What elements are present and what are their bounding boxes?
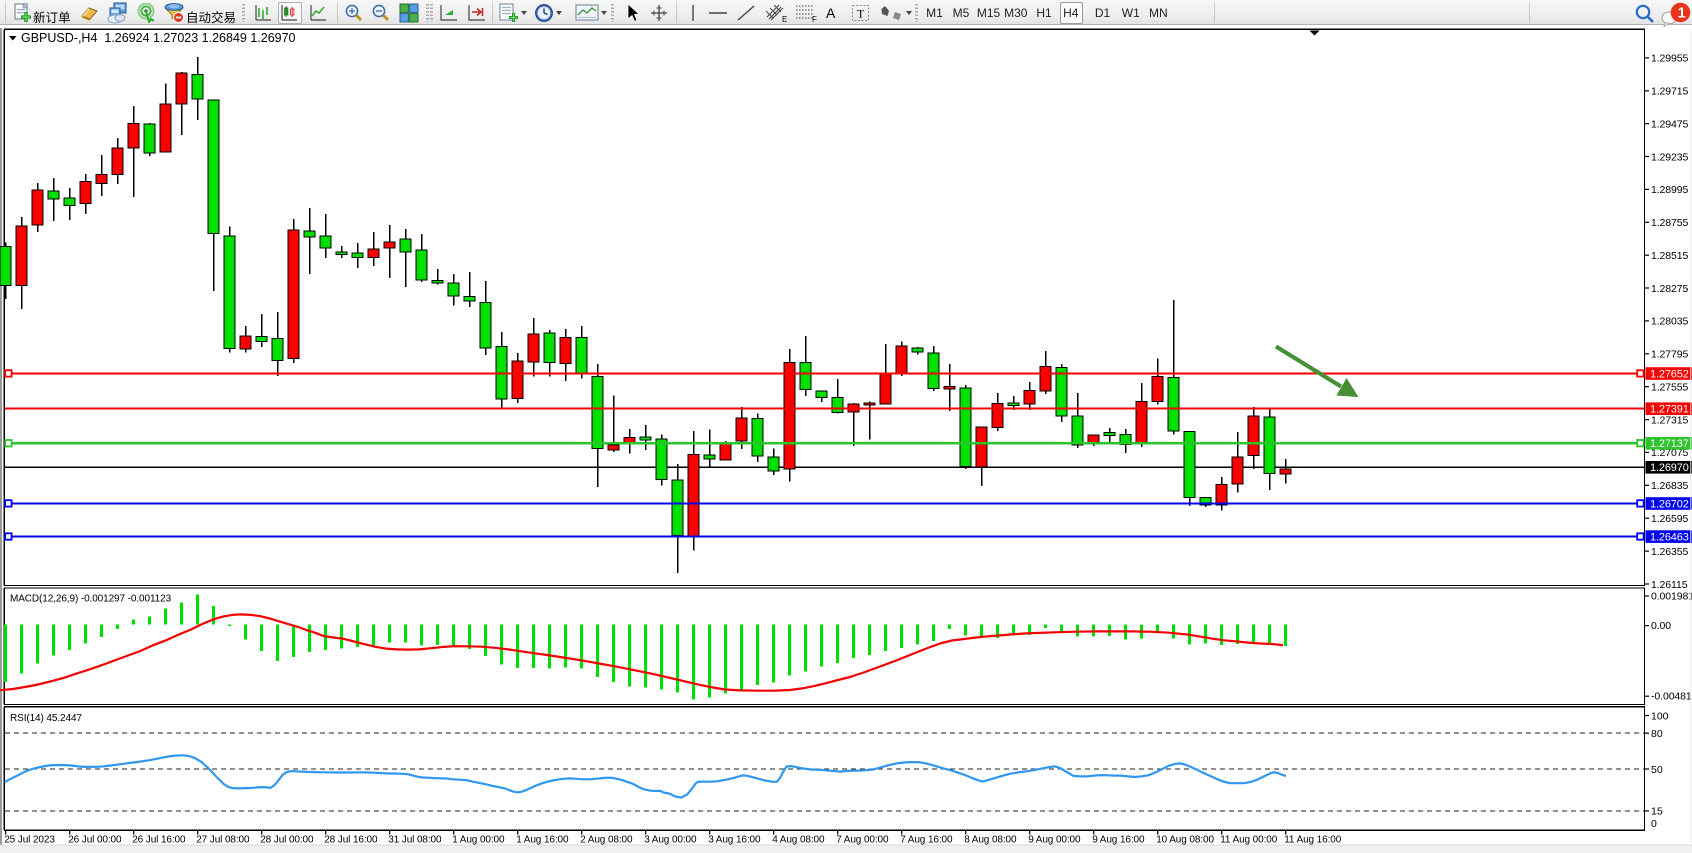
svg-text:7 Aug 16:00: 7 Aug 16:00 (900, 835, 953, 846)
svg-text:1 Aug 16:00: 1 Aug 16:00 (516, 835, 569, 846)
svg-text:1.27652: 1.27652 (1650, 368, 1689, 380)
svg-text:11 Aug 00:00: 11 Aug 00:00 (1220, 835, 1278, 846)
svg-text:-0.00481: -0.00481 (1651, 691, 1692, 703)
svg-text:MACD(12,26,9) -0.001297 -0.001: MACD(12,26,9) -0.001297 -0.001123 (10, 594, 172, 605)
svg-text:31 Jul 08:00: 31 Jul 08:00 (388, 835, 442, 846)
svg-text:1.29715: 1.29715 (1651, 86, 1689, 98)
svg-text:0.001981: 0.001981 (1651, 590, 1692, 602)
svg-text:50: 50 (1651, 764, 1663, 776)
svg-text:28 Jul 16:00: 28 Jul 16:00 (324, 835, 378, 846)
svg-text:26 Jul 16:00: 26 Jul 16:00 (132, 835, 186, 846)
svg-text:8 Aug 08:00: 8 Aug 08:00 (964, 835, 1017, 846)
svg-text:1.26463: 1.26463 (1650, 532, 1689, 544)
svg-text:27 Jul 08:00: 27 Jul 08:00 (196, 835, 250, 846)
svg-text:1.27075: 1.27075 (1651, 447, 1689, 459)
svg-text:3 Aug 00:00: 3 Aug 00:00 (644, 835, 697, 846)
svg-text:1.28755: 1.28755 (1651, 217, 1689, 229)
svg-text:9 Aug 16:00: 9 Aug 16:00 (1092, 835, 1145, 846)
svg-text:1.27795: 1.27795 (1651, 349, 1689, 361)
svg-text:28 Jul 00:00: 28 Jul 00:00 (260, 835, 314, 846)
svg-text:RSI(14) 45.2447: RSI(14) 45.2447 (10, 713, 82, 724)
svg-text:1.26835: 1.26835 (1651, 480, 1689, 492)
svg-text:1.26355: 1.26355 (1651, 546, 1689, 558)
svg-text:7 Aug 00:00: 7 Aug 00:00 (836, 835, 889, 846)
svg-text:E: E (782, 15, 787, 23)
svg-text:26 Jul 00:00: 26 Jul 00:00 (68, 835, 122, 846)
svg-text:GBPUSD-,H4 1.26924 1.27023 1.: GBPUSD-,H4 1.26924 1.27023 1.26849 1.269… (21, 31, 296, 45)
svg-text:1: 1 (1678, 6, 1686, 22)
svg-text:1.26115: 1.26115 (1651, 579, 1688, 591)
svg-text:T: T (857, 7, 865, 21)
svg-text:100: 100 (1651, 710, 1669, 722)
svg-text:1.29955: 1.29955 (1651, 53, 1689, 65)
svg-text:0: 0 (1651, 818, 1657, 830)
svg-text:15: 15 (1651, 806, 1663, 818)
svg-text:F: F (812, 15, 817, 23)
svg-text:10 Aug 08:00: 10 Aug 08:00 (1156, 835, 1214, 846)
svg-text:1.26595: 1.26595 (1651, 513, 1689, 525)
svg-text:1.27391: 1.27391 (1650, 404, 1689, 416)
svg-text:1.29235: 1.29235 (1651, 151, 1689, 163)
svg-text:0.00: 0.00 (1651, 620, 1671, 632)
svg-text:1.27137: 1.27137 (1650, 438, 1689, 450)
svg-text:11 Aug 16:00: 11 Aug 16:00 (1284, 835, 1342, 846)
svg-text:2 Aug 08:00: 2 Aug 08:00 (580, 835, 633, 846)
svg-text:1.26970: 1.26970 (1650, 462, 1689, 474)
svg-text:1.28035: 1.28035 (1651, 316, 1689, 328)
svg-text:9 Aug 00:00: 9 Aug 00:00 (1028, 835, 1081, 846)
svg-text:1.29475: 1.29475 (1651, 118, 1689, 130)
svg-text:1.28995: 1.28995 (1651, 184, 1689, 196)
svg-text:3 Aug 16:00: 3 Aug 16:00 (708, 835, 761, 846)
svg-text:1.27555: 1.27555 (1651, 382, 1689, 394)
svg-text:80: 80 (1651, 728, 1663, 740)
svg-text:1.28275: 1.28275 (1651, 283, 1689, 295)
svg-text:1.26702: 1.26702 (1650, 498, 1689, 510)
svg-text:1 Aug 00:00: 1 Aug 00:00 (452, 835, 505, 846)
svg-text:1.27315: 1.27315 (1651, 414, 1689, 426)
svg-text:1.28515: 1.28515 (1651, 250, 1689, 262)
svg-text:25 Jul 2023: 25 Jul 2023 (4, 835, 55, 846)
svg-text:4 Aug 08:00: 4 Aug 08:00 (772, 835, 825, 846)
